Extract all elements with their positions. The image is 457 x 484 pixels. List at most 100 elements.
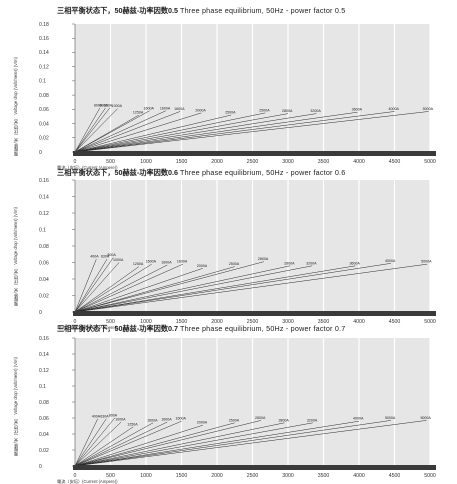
y-tick-label: 0.08 [39,400,49,406]
series-line [74,418,98,467]
chart-plot: 0 0.02 0.04 0.06 0.08 0.1 0.12 0.14 0.16 400A 630A… [39,336,436,484]
x-tick-label: 4000 [353,319,365,325]
x-tick-label: 2000 [211,319,223,325]
x-tick-label: 500 [106,159,115,165]
series-label: 2800A [278,418,289,422]
chart-plot: 0 0.02 0.04 0.06 0.08 0.1 0.12 0.14 0.16 0.18 800A… [39,22,436,171]
series-line [74,268,203,313]
series-label: 4000A [389,107,400,111]
y-tick-label: 0.14 [39,352,49,358]
y-tick-label: 0.12 [39,368,49,374]
x-tick-label: 4500 [389,319,401,325]
y-tick-label: 0.14 [39,50,49,56]
series-label: 2500A [259,108,270,112]
series-line [74,422,235,467]
y-tick-label: 0.12 [39,64,49,70]
series-line [74,420,427,467]
series-label: 630A [100,103,109,107]
series-line [74,265,291,313]
series-line [74,420,360,467]
series-line [74,108,118,153]
y-tick-label: 0 [39,464,42,470]
series-label: 3600A [349,261,360,265]
series-line [74,422,154,467]
series-line [74,261,264,313]
series-label: 1600A [146,260,157,264]
x-tick-label: 4000 [353,473,365,479]
series-line [74,110,166,153]
x-axis-band [73,311,436,316]
series-label: 1600A [161,418,172,422]
series-label: 2800A [282,109,293,113]
y-tick-label: 0.16 [39,336,49,342]
y-tick-label: 0 [39,310,42,316]
series-label: 1250A [133,111,144,115]
series-line [74,259,108,313]
series-line [74,257,114,313]
x-tick-label: 500 [106,473,115,479]
x-axis-band [73,151,436,156]
x-tick-label: 1000 [140,473,152,479]
series-line [74,112,266,153]
series-line [74,107,101,153]
series-line [74,111,358,153]
series-line [74,111,395,153]
x-axis-band [73,465,436,470]
series-line [74,263,391,313]
series-line [74,422,285,467]
series-label: 2500A [225,111,236,115]
series-line [74,421,168,467]
chart-title-en: Three phase equilibrium, 50Hz - power fa… [180,324,346,333]
series-label: 2500A [229,418,240,422]
chart-panel-pf-0-6: 三相平衡状态下，50赫兹-功率因数0.6 Three phase equilib… [0,168,457,331]
series-line [74,266,235,313]
y-tick-label: 0.08 [39,244,49,250]
x-tick-label: 3000 [282,159,294,165]
series-line [74,110,150,153]
chart-title-en: Three phase equilibrium, 50Hz - power fa… [180,168,346,177]
y-tick-label: 0.06 [39,416,49,422]
series-line [74,266,140,313]
series-line [74,263,152,313]
series-line [74,417,115,467]
x-tick-label: 5000 [424,319,436,325]
y-tick-label: 0.06 [39,107,49,113]
x-tick-label: 3500 [318,159,330,165]
series-label: 1600A [160,106,171,110]
y-tick-label: 0.08 [39,93,49,99]
series-line [74,113,289,153]
series-line [74,264,168,313]
chart-plot: 0 0.02 0.04 0.06 0.08 0.1 0.12 0.14 0.16 400A 630A… [39,178,436,331]
series-line [74,265,313,313]
series-label: 1600A [176,417,187,421]
series-line [74,259,97,313]
series-line [74,421,122,467]
series-line [74,420,262,467]
series-label: 4000A [353,417,364,421]
chart-title-cn: 三相平衡状态下，50赫兹-功率因数0.5 [57,6,179,15]
chart-panel-pf-0-5: 三相平衡状态下，50赫兹-功率因数0.5 Three phase equilib… [0,6,457,171]
y-tick-label: 0.18 [39,22,49,28]
series-line [74,420,182,467]
series-line [74,422,313,467]
series-label: 3200A [307,418,318,422]
series-label: 630A [101,255,110,259]
x-tick-label: 500 [106,319,115,325]
chart-panel-pf-0-7: 三相平衡状态下，50赫兹-功率因数0.7 Three phase equilib… [0,324,457,484]
chart-title-cn: 三相平衡状态下，50赫兹-功率因数0.6 [57,168,179,177]
series-label: 1600A [177,260,188,264]
series-label: 5000A [421,260,432,264]
y-tick-label: 0.1 [39,227,46,233]
series-label: 1600A [144,106,155,110]
y-tick-label: 0.04 [39,432,49,438]
series-line [74,113,317,153]
y-tick-label: 0.02 [39,136,49,142]
series-label: 1000A [113,258,124,262]
y-tick-label: 0.1 [39,384,46,390]
series-line [74,424,203,467]
x-tick-label: 4000 [353,159,365,165]
x-axis-label: 電流（安培）(Current (Ampere)) [57,478,118,484]
x-tick-label: 2500 [247,159,259,165]
series-label: 4000A [385,259,396,263]
series-line [74,263,428,313]
